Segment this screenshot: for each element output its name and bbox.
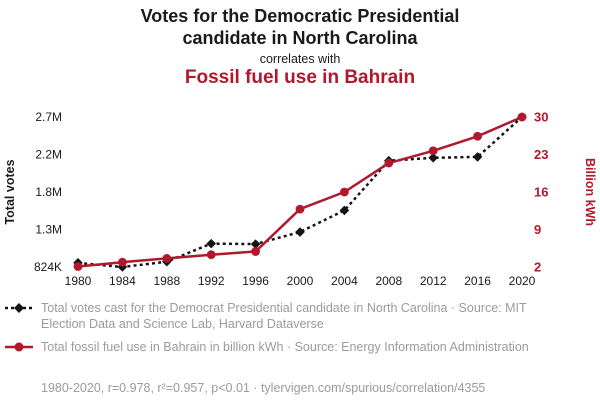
legend-label-fossil: Total fossil fuel use in Bahrain in bill… bbox=[41, 340, 529, 354]
connector-text: correlates with bbox=[259, 52, 341, 66]
x-axis-tick: 2004 bbox=[331, 274, 358, 288]
left-axis-tick: 1.3M bbox=[35, 223, 62, 237]
right-axis-tick: 30 bbox=[534, 110, 548, 125]
right-axis-title: Billion kWh bbox=[583, 158, 597, 226]
diamond-marker bbox=[206, 238, 216, 249]
legend: Total votes cast for the Democrat Presid… bbox=[4, 300, 549, 362]
circle-marker bbox=[251, 247, 260, 256]
circle-marker bbox=[206, 250, 216, 260]
x-axis-tick: 1996 bbox=[242, 274, 269, 288]
circle-marker bbox=[295, 204, 305, 214]
page-title: Votes for the Democratic Presidential ca… bbox=[140, 6, 460, 48]
circle-marker bbox=[517, 112, 527, 122]
left-axis-tick: 2.2M bbox=[35, 148, 62, 162]
circle-marker bbox=[118, 257, 127, 267]
x-axis-tick: 2016 bbox=[464, 274, 491, 288]
legend-label-votes: Total votes cast for the Democrat Presid… bbox=[41, 301, 527, 331]
circle-marker bbox=[162, 254, 172, 263]
diamond-marker bbox=[472, 152, 483, 162]
x-axis-tick: 1984 bbox=[109, 274, 136, 288]
diamond-marker bbox=[339, 205, 350, 216]
x-axis-tick: 2000 bbox=[287, 274, 314, 288]
left-axis-tick: 2.7M bbox=[35, 110, 62, 124]
right-axis-tick: 9 bbox=[534, 222, 541, 237]
diamond-series-line bbox=[77, 116, 523, 269]
line-chart: 824K 1.3M 1.8M 2.2M 2.7M 2 9 16 23 30 1980 1984 1988… bbox=[3, 110, 597, 289]
circle-marker bbox=[473, 131, 482, 141]
right-axis-tick: 2 bbox=[534, 260, 541, 275]
votes-series-marker-icon bbox=[5, 303, 33, 313]
x-axis-tick: 1992 bbox=[198, 274, 225, 288]
right-axis-tick: 16 bbox=[534, 185, 548, 200]
x-axis-tick: 2020 bbox=[509, 274, 536, 288]
circle-marker bbox=[340, 187, 349, 197]
fossil-series-marker-icon bbox=[5, 342, 33, 352]
left-axis-title: Total votes bbox=[3, 159, 17, 224]
diamond-marker bbox=[295, 227, 305, 237]
x-axis-tick: 2008 bbox=[375, 274, 402, 288]
circle-series-line bbox=[77, 115, 523, 268]
circle-marker bbox=[73, 262, 83, 271]
legend-item-fossil: Total fossil fuel use in Bahrain in bill… bbox=[4, 339, 549, 355]
x-axis-tick: 2012 bbox=[420, 274, 447, 288]
circle-marker bbox=[428, 146, 438, 156]
x-axis-tick: 1980 bbox=[65, 274, 92, 288]
x-axis-tick: 1988 bbox=[153, 274, 180, 288]
secondary-title: Fossil fuel use in Bahrain bbox=[184, 67, 416, 88]
left-axis-tick: 1.8M bbox=[35, 185, 62, 199]
circle-marker bbox=[384, 158, 394, 168]
right-axis-tick: 23 bbox=[534, 147, 548, 162]
legend-item-votes: Total votes cast for the Democrat Presid… bbox=[4, 300, 549, 332]
left-axis-tick: 824K bbox=[34, 260, 62, 274]
footer-stats: 1980-2020, r=0.978, r²=0.957, p<0.01 · t… bbox=[41, 381, 486, 395]
diamond-marker bbox=[250, 239, 261, 249]
